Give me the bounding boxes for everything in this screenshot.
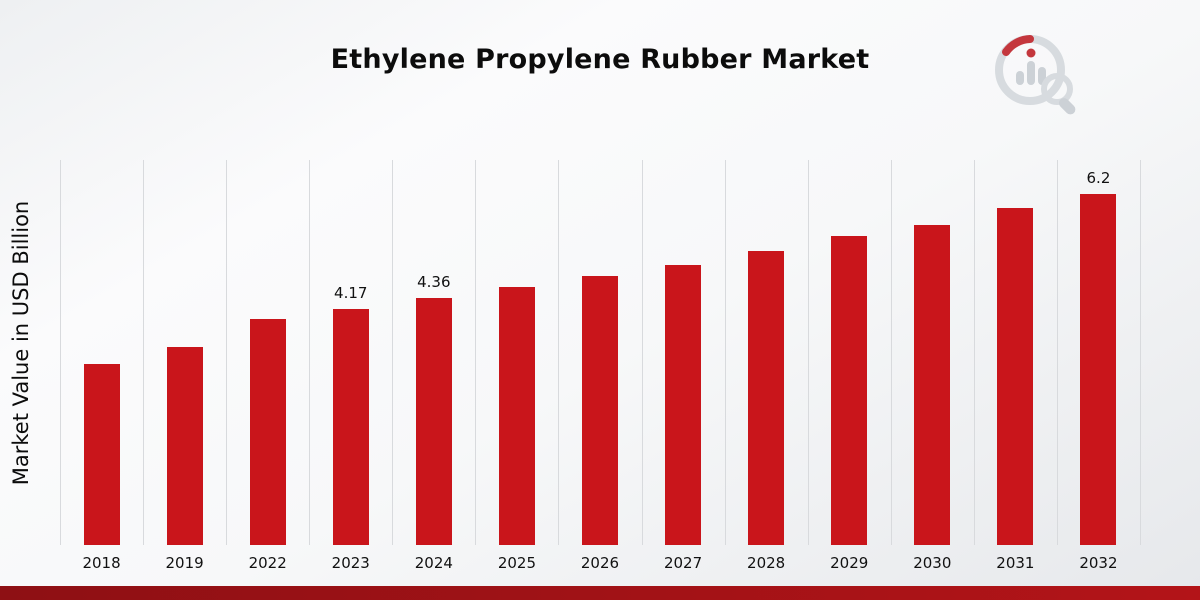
x-axis-labels: 2018 2019 2022 2023 2024 2025 2026 2027 2028 2029…	[60, 554, 1140, 576]
bar-2028	[748, 250, 785, 545]
x-tick-2030: 2030	[913, 554, 952, 572]
gridline	[558, 160, 560, 545]
x-tick-2018: 2018	[82, 554, 121, 572]
footer-accent-bar	[0, 586, 1200, 600]
x-tick-2028: 2028	[747, 554, 786, 572]
bar-2027	[665, 264, 702, 545]
bar-value-label: 4.17	[334, 283, 368, 302]
bar-value-label: 4.36	[417, 273, 451, 292]
gridline	[641, 160, 643, 545]
gridline	[60, 160, 61, 545]
bar-2019	[166, 346, 203, 545]
x-tick-2027: 2027	[663, 554, 703, 572]
x-tick-2022: 2022	[248, 554, 287, 572]
bar-2022	[249, 318, 286, 545]
x-tick-2032: 2032	[1079, 554, 1118, 572]
x-tick-2029: 2029	[830, 554, 869, 572]
bar-2024	[415, 298, 452, 545]
gridline	[1140, 160, 1141, 545]
gridline	[392, 160, 394, 545]
chart-title: Ethylene Propylene Rubber Market	[330, 44, 870, 75]
x-tick-2025: 2025	[497, 554, 536, 572]
gridline	[973, 160, 975, 545]
gridline	[807, 160, 809, 545]
bar-2018	[83, 363, 120, 545]
bar-2023	[332, 308, 369, 545]
x-tick-2023: 2023	[331, 554, 370, 572]
bar-2030	[914, 225, 951, 545]
bar-value-label: 6.2	[1086, 169, 1111, 187]
x-tick-2024: 2024	[414, 554, 453, 572]
x-tick-2019: 2019	[165, 554, 204, 572]
gridline	[890, 160, 892, 545]
gridline	[226, 160, 228, 545]
bar-chart-magnifier-icon	[995, 35, 1076, 115]
gridline	[143, 160, 145, 545]
bar-2029	[831, 236, 868, 545]
gridline	[724, 160, 726, 545]
x-tick-2031: 2031	[996, 554, 1035, 572]
x-tick-2026: 2026	[580, 554, 620, 572]
bar-2026	[582, 276, 618, 545]
gridline	[309, 160, 311, 545]
bar-2032	[1080, 194, 1117, 545]
bar-2025	[498, 287, 535, 545]
y-axis-label: Market Value in USD Billion	[9, 200, 33, 486]
gridline	[1056, 160, 1058, 545]
gridline	[475, 160, 477, 545]
plot-area: 4.17 4.36 6.2	[60, 160, 1141, 545]
logo-mark	[988, 26, 1084, 122]
bar-2031	[997, 208, 1034, 545]
